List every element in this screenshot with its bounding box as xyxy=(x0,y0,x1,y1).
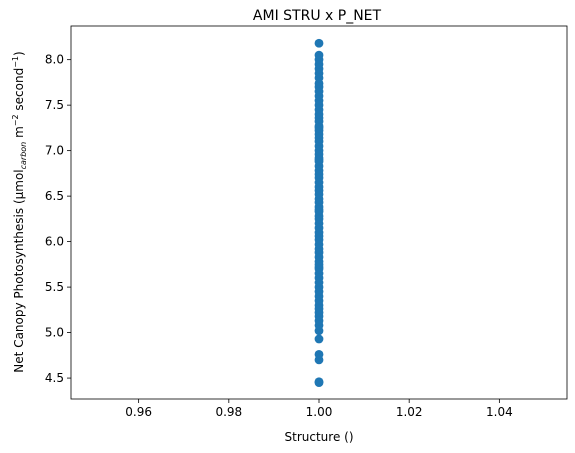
y-tick-label: 5.5 xyxy=(45,280,64,294)
y-axis-label-mid1: m xyxy=(12,126,26,142)
x-tick-label: 0.96 xyxy=(125,405,152,419)
y-tick-label: 6.5 xyxy=(45,189,64,203)
y-tick-label: 8.0 xyxy=(45,53,64,67)
x-tick-label: 1.04 xyxy=(486,405,513,419)
x-tick-label: 0.98 xyxy=(215,405,242,419)
x-axis-label: Structure () xyxy=(285,430,354,444)
y-tick-label: 6.0 xyxy=(45,235,64,249)
data-point xyxy=(314,50,324,60)
x-tick-label: 1.00 xyxy=(306,405,333,419)
x-tick-label: 1.02 xyxy=(396,405,423,419)
data-point xyxy=(314,377,324,387)
data-point xyxy=(314,123,324,133)
data-point xyxy=(314,155,324,165)
y-tick-label: 7.5 xyxy=(45,98,64,112)
data-point xyxy=(314,334,324,344)
y-tick-label: 4.5 xyxy=(45,371,64,385)
data-point xyxy=(314,350,324,359)
y-axis-label-prefix: Net Canopy Photosynthesis (µmol xyxy=(12,169,26,372)
data-point xyxy=(314,259,324,269)
y-axis-label-subscript: carbon xyxy=(19,142,28,170)
data-points xyxy=(314,38,324,388)
y-axis-label-mid2: second xyxy=(12,68,26,115)
data-point xyxy=(314,38,324,48)
chart-title: AMI STRU x P_NET xyxy=(253,8,382,24)
y-tick-label: 5.0 xyxy=(45,326,64,340)
x-axis-ticks: 0.96 0.98 1.00 1.02 1.04 xyxy=(125,399,513,419)
data-point xyxy=(314,304,324,314)
y-axis-label-sup2: −1 xyxy=(11,56,20,68)
y-axis-label-suffix: ) xyxy=(12,51,26,56)
y-axis-label: Net Canopy Photosynthesis (µmolcarbon m−… xyxy=(11,51,28,372)
y-axis-ticks: 4.5 5.0 5.5 6.0 6.5 7.0 7.5 8.0 xyxy=(45,53,71,385)
data-point xyxy=(314,205,324,215)
y-axis-label-sup1: −2 xyxy=(11,114,20,126)
y-tick-label: 7.0 xyxy=(45,144,64,158)
